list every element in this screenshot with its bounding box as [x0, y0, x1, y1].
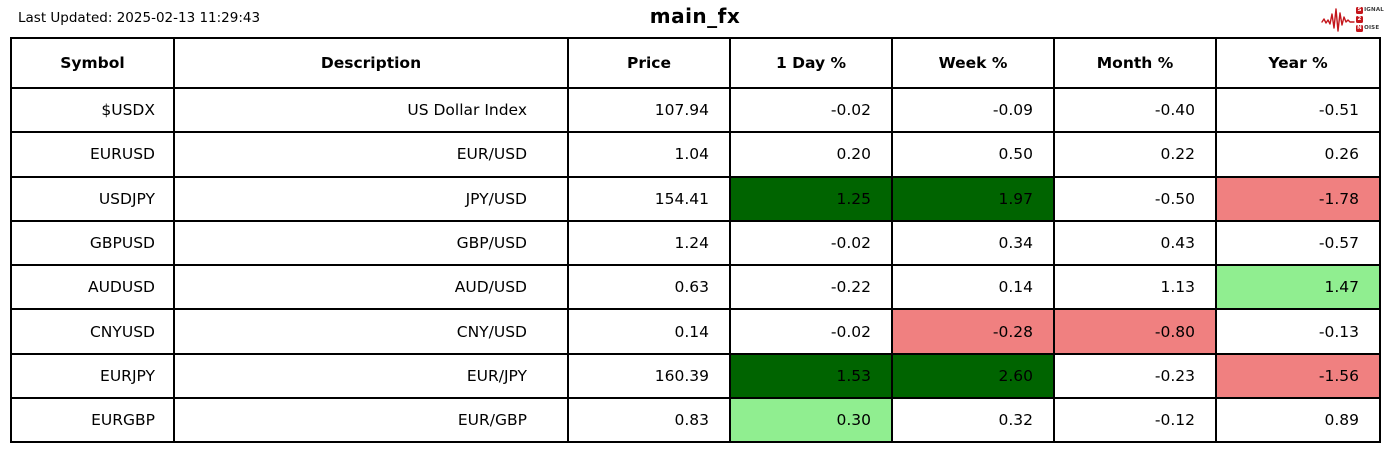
signal2noise-logo: S IGNAL 2 N OISE [1321, 4, 1384, 34]
page-title: main_fx [649, 4, 741, 28]
cell-week-pct: 0.34 [891, 219, 1055, 267]
cell-week-pct: 0.14 [891, 264, 1055, 311]
cell-description: EUR/GBP [173, 397, 569, 444]
cell-1-day-pct: -0.02 [729, 219, 893, 267]
cell-month-pct: -0.12 [1053, 397, 1217, 444]
cell-description: EUR/JPY [173, 352, 569, 400]
cell-price: 0.14 [567, 308, 731, 355]
column-header-year-pct: Year % [1215, 37, 1381, 89]
cell-month-pct: 1.13 [1053, 264, 1217, 311]
cell-week-pct: 0.50 [891, 131, 1055, 178]
header-row: Symbol Description Price 1 Day % Week % Month… [10, 37, 1381, 89]
cell-price: 1.24 [567, 219, 731, 267]
cell-description: CNY/USD [173, 308, 569, 355]
table-row-eurjpy: EURJPY EUR/JPY 160.39 1.53 2.60 -0.23 -1.56 [10, 352, 1381, 400]
cell-year-pct: -0.51 [1215, 86, 1381, 134]
cell-month-pct: -0.80 [1053, 308, 1217, 355]
cell-price: 107.94 [567, 86, 731, 134]
cell-description: JPY/USD [173, 175, 569, 222]
cell-price: 1.04 [567, 131, 731, 178]
cell-month-pct: 0.43 [1053, 219, 1217, 267]
fx-table-body: $USDX US Dollar Index 107.94 -0.02 -0.09 -0.4… [10, 86, 1381, 444]
cell-symbol: CNYUSD [10, 308, 175, 355]
logo-signal-rest: IGNAL [1364, 6, 1384, 13]
logo-two-line: 2 [1356, 15, 1384, 24]
cell-year-pct: -0.57 [1215, 219, 1381, 267]
cell-symbol: $USDX [10, 86, 175, 134]
cell-symbol: EURGBP [10, 397, 175, 444]
cell-description: AUD/USD [173, 264, 569, 311]
cell-month-pct: -0.40 [1053, 86, 1217, 134]
logo-text: S IGNAL 2 N OISE [1356, 6, 1384, 33]
table-row-usdx: $USDX US Dollar Index 107.94 -0.02 -0.09 -0.4… [10, 86, 1381, 134]
cell-1-day-pct: 1.53 [729, 352, 893, 400]
last-updated-timestamp: Last Updated: 2025-02-13 11:29:43 [18, 10, 261, 26]
cell-1-day-pct: -0.02 [729, 308, 893, 355]
cell-description: GBP/USD [173, 219, 569, 267]
fx-table-header: Symbol Description Price 1 Day % Week % Month… [10, 37, 1381, 89]
cell-price: 0.83 [567, 397, 731, 444]
column-header-price: Price [567, 37, 731, 89]
column-header-week-pct: Week % [891, 37, 1055, 89]
cell-year-pct: -1.56 [1215, 352, 1381, 400]
cell-1-day-pct: 1.25 [729, 175, 893, 222]
table-row-cnyusd: CNYUSD CNY/USD 0.14 -0.02 -0.28 -0.80 -0.13 [10, 308, 1381, 355]
cell-1-day-pct: 0.30 [729, 397, 893, 444]
cell-month-pct: -0.23 [1053, 352, 1217, 400]
cell-week-pct: -0.28 [891, 308, 1055, 355]
logo-badge-2: 2 [1356, 15, 1364, 23]
waveform-icon [1321, 7, 1355, 32]
cell-year-pct: 1.47 [1215, 264, 1381, 311]
cell-symbol: EURJPY [10, 352, 175, 400]
cell-month-pct: 0.22 [1053, 131, 1217, 178]
cell-symbol: EURUSD [10, 131, 175, 178]
cell-description: US Dollar Index [173, 86, 569, 134]
cell-1-day-pct: 0.20 [729, 131, 893, 178]
logo-noise-line: N OISE [1356, 24, 1384, 33]
table-row-eurusd: EURUSD EUR/USD 1.04 0.20 0.50 0.22 0.26 [10, 131, 1381, 178]
cell-month-pct: -0.50 [1053, 175, 1217, 222]
cell-1-day-pct: -0.02 [729, 86, 893, 134]
table-row-gbpusd: GBPUSD GBP/USD 1.24 -0.02 0.34 0.43 -0.57 [10, 219, 1381, 267]
cell-symbol: GBPUSD [10, 219, 175, 267]
cell-symbol: USDJPY [10, 175, 175, 222]
cell-week-pct: -0.09 [891, 86, 1055, 134]
cell-year-pct: -1.78 [1215, 175, 1381, 222]
cell-symbol: AUDUSD [10, 264, 175, 311]
cell-1-day-pct: -0.22 [729, 264, 893, 311]
cell-description: EUR/USD [173, 131, 569, 178]
cell-week-pct: 1.97 [891, 175, 1055, 222]
column-header-description: Description [173, 37, 569, 89]
top-bar: Last Updated: 2025-02-13 11:29:43 main_f… [0, 0, 1390, 37]
cell-year-pct: 0.89 [1215, 397, 1381, 444]
table-row-eurgbp: EURGBP EUR/GBP 0.83 0.30 0.32 -0.12 0.89 [10, 397, 1381, 444]
cell-price: 0.63 [567, 264, 731, 311]
cell-week-pct: 2.60 [891, 352, 1055, 400]
table-row-usdjpy: USDJPY JPY/USD 154.41 1.25 1.97 -0.50 -1.78 [10, 175, 1381, 222]
cell-price: 160.39 [567, 352, 731, 400]
column-header-1-day-pct: 1 Day % [729, 37, 893, 89]
cell-year-pct: -0.13 [1215, 308, 1381, 355]
logo-badge-n: N [1356, 24, 1364, 32]
cell-week-pct: 0.32 [891, 397, 1055, 444]
column-header-month-pct: Month % [1053, 37, 1217, 89]
cell-price: 154.41 [567, 175, 731, 222]
logo-signal-line: S IGNAL [1356, 6, 1384, 15]
logo-noise-rest: OISE [1364, 24, 1380, 31]
logo-badge-s: S [1356, 6, 1364, 14]
cell-year-pct: 0.26 [1215, 131, 1381, 178]
column-header-symbol: Symbol [10, 37, 175, 89]
table-row-audusd: AUDUSD AUD/USD 0.63 -0.22 0.14 1.13 1.47 [10, 264, 1381, 311]
fx-table: Symbol Description Price 1 Day % Week % Month… [10, 37, 1381, 444]
